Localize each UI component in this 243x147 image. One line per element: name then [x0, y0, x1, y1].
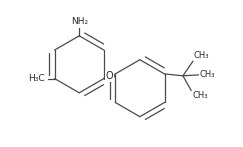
- Text: NH₂: NH₂: [71, 17, 88, 26]
- Text: H₃C: H₃C: [28, 74, 44, 83]
- Text: CH₃: CH₃: [200, 70, 215, 79]
- Text: CH₃: CH₃: [192, 91, 208, 100]
- Text: CH₃: CH₃: [194, 51, 209, 60]
- Text: O: O: [106, 71, 113, 81]
